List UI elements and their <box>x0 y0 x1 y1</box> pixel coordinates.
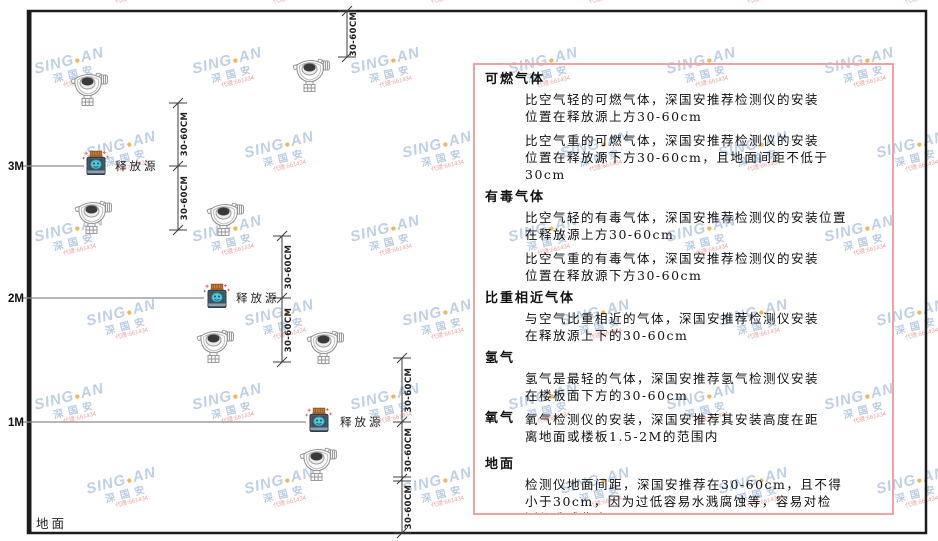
release-source-icon <box>305 407 333 433</box>
release-source-label: 释放源 <box>115 159 159 173</box>
diagram-frame <box>26 9 928 535</box>
dim-label: 30-60CM <box>404 485 414 530</box>
dimension-line-2m: 30-60CM 30-60CM <box>273 230 294 368</box>
dim-label: 30-60CM <box>180 176 190 221</box>
dim-label: 30-60CM <box>404 368 414 413</box>
gas-detector-icon <box>206 202 244 236</box>
section-paragraph: 氢气是最轻的气体，深国安推荐氢气检测仪安装 在楼板面下方的30-60cm <box>525 371 820 403</box>
section-paragraph: 比空气重的可燃气体，深国安推荐检测仪的安装 位置在释放源下方30-60cm，且地… <box>525 133 829 182</box>
height-level-lines <box>20 165 306 423</box>
height-label-1m: 1M <box>8 417 24 429</box>
section-paragraph: 比空气轻的有毒气体，深国安推荐检测仪的安装位置 在释放源上方30-60cm <box>525 210 848 242</box>
height-label-3m: 3M <box>8 161 24 173</box>
release-source-label: 释放源 <box>236 291 280 305</box>
gas-detector-icon <box>306 330 344 364</box>
dim-label: 30-60CM <box>404 428 414 473</box>
guideline-panel: 可燃气体 比空气轻的可燃气体，深国安推荐检测仪的安装 位置在释放源上方30-60… <box>473 63 894 515</box>
section-heading: 可燃气体 <box>485 72 546 87</box>
ground-label: 地面 <box>36 516 67 531</box>
section-paragraph: 检测仪地面间距，深国安推荐在30-60cm，且不得 小于30cm，因为过低容易水… <box>525 477 843 513</box>
panel-section: 氧气 氧气检测仪的安装，深国安推荐其安装高度在距 离地面或楼板1.5-2M的范围… <box>485 411 882 445</box>
release-source-label: 释放源 <box>340 415 384 429</box>
dim-label: 30-60CM <box>284 308 294 353</box>
gas-detector-icon <box>70 72 108 106</box>
section-heading: 地面 <box>485 457 516 472</box>
dimension-line-1m: 30-60CM 30-60CM 30-60CM <box>393 352 414 539</box>
section-paragraph: 比空气重的有毒气体，深国安推荐检测仪的安装 位置在释放源下方30-60cm <box>525 251 820 283</box>
release-source-icon <box>82 150 110 176</box>
panel-section: 可燃气体 比空气轻的可燃气体，深国安推荐检测仪的安装 位置在释放源上方30-60… <box>485 72 882 183</box>
release-source-icon <box>203 283 231 309</box>
section-paragraph: 与空气比重相近的气体，深国安推荐检测仪安装 在释放源上下的30-60cm <box>525 311 820 343</box>
panel-section: 有毒气体 比空气轻的有毒气体，深国安推荐检测仪的安装位置 在释放源上方30-60… <box>485 190 882 284</box>
section-heading: 比重相近气体 <box>485 291 576 306</box>
dim-label: 30-60CM <box>180 112 190 157</box>
height-label-2m: 2M <box>8 293 24 305</box>
gas-detector-icon <box>292 58 330 92</box>
panel-section: 氢气 氢气是最轻的气体，深国安推荐氢气检测仪安装 在楼板面下方的30-60cm <box>485 351 882 404</box>
dim-label: 30-60CM <box>349 12 359 57</box>
section-heading: 有毒气体 <box>485 190 546 205</box>
panel-section: 地面 检测仪地面间距，深国安推荐在30-60cm，且不得 小于30cm，因为过低… <box>485 457 882 513</box>
section-heading: 氧气 <box>485 411 516 426</box>
dimension-line-ceiling: 30-60CM <box>338 5 359 63</box>
dim-label: 30-60CM <box>284 245 294 290</box>
dimension-line-3m: 30-60CM 30-60CM <box>169 97 190 236</box>
section-heading: 氢气 <box>485 351 516 366</box>
section-paragraph: 氧气检测仪的安装，深国安推荐其安装高度在距 离地面或楼板1.5-2M的范围内 <box>525 412 820 444</box>
panel-section: 比重相近气体 与空气比重相近的气体，深国安推荐检测仪安装 在释放源上下的30-6… <box>485 291 882 344</box>
section-paragraph: 比空气轻的可燃气体，深国安推荐检测仪的安装 位置在释放源上方30-60cm <box>525 92 820 124</box>
gas-detector-icon <box>74 200 112 234</box>
gas-detector-icon <box>299 447 337 481</box>
gas-detector-icon <box>196 329 234 363</box>
